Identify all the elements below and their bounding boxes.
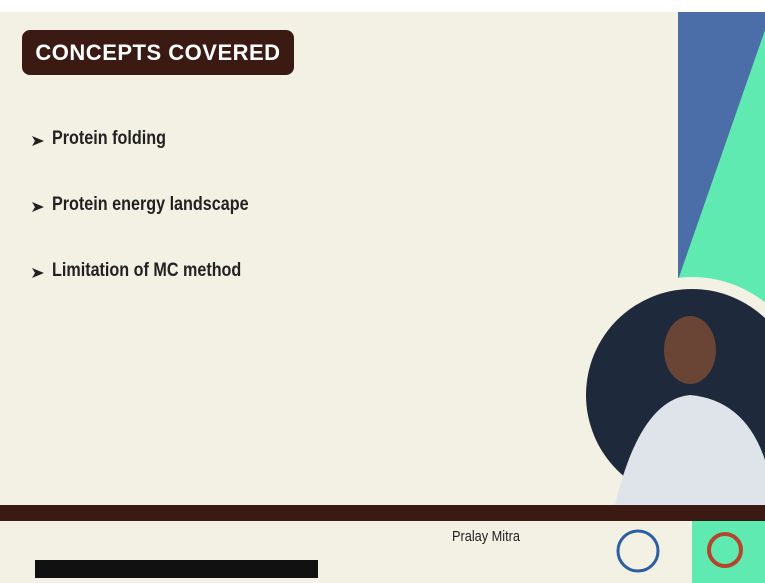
decoration (0, 0, 765, 583)
bullet-text: Protein energy landscape (52, 194, 249, 216)
top-border-right (678, 0, 765, 12)
bullet-text: Protein folding (52, 128, 166, 150)
logo-bg (692, 521, 765, 583)
bullet-arrow (32, 268, 44, 278)
toolbar (35, 560, 318, 578)
bullet-text: Limitation of MC method (52, 260, 241, 282)
presenter-name: Pralay Mitra (452, 528, 520, 545)
top-border (0, 0, 765, 12)
title: CONCEPTS COVERED (22, 30, 294, 75)
footer-bar (0, 505, 765, 521)
bullet-arrow (32, 202, 44, 212)
bullet-arrow (32, 136, 44, 146)
presenter-head (664, 316, 716, 384)
slide: CONCEPTS COVERED Protein folding Protein… (0, 0, 765, 583)
